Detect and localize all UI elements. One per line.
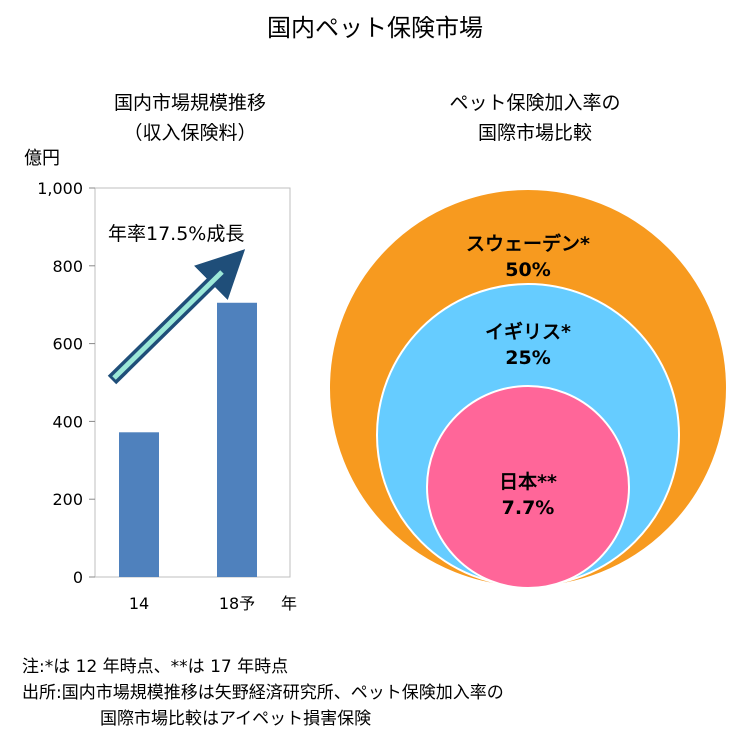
bar-chart-title: 国内市場規模推移 （収入保険料） <box>60 88 320 148</box>
x-tick-label: 14 <box>129 594 149 613</box>
y-tick-label: 600 <box>52 335 83 354</box>
circle-chart-title-line1: ペット保険加入率の <box>449 92 621 114</box>
plot-frame <box>94 187 291 578</box>
circle-country-label: スウェーデン* <box>466 232 590 255</box>
bar <box>119 432 159 577</box>
circle-chart-title: ペット保険加入率の 国際市場比較 <box>385 88 685 148</box>
x-tick-label: 18予 <box>219 594 255 613</box>
y-tick-label: 800 <box>52 257 83 276</box>
y-tick-label: 0 <box>73 568 83 587</box>
circle-country-label: イギリス* <box>485 321 571 343</box>
x-axis-unit: 年 <box>281 594 297 613</box>
circle-chart: スウェーデン* 50% イギリス* 25% 日本** 7.7% <box>328 188 728 589</box>
page-title: 国内ペット保険市場 <box>267 14 483 42</box>
circle-chart-title-line2: 国際市場比較 <box>477 122 592 144</box>
circle-country-label: 日本** <box>499 470 557 493</box>
rate-circle <box>426 385 630 589</box>
circle-value-label: 50% <box>505 259 550 281</box>
growth-arrow-highlight <box>112 270 224 380</box>
y-axis-unit: 億円 <box>24 148 60 169</box>
y-tick-label: 400 <box>52 412 83 431</box>
circle-value-label: 25% <box>505 347 550 369</box>
y-tick-label: 1,000 <box>37 179 83 198</box>
bar-chart: 0 200 400 600 800 1,000 14 18予 年 年率17.5%成長 <box>37 179 297 613</box>
note-line-2: 出所:国内市場規模推移は矢野経済研究所、ペット保険加入率の <box>22 683 504 703</box>
growth-annotation: 年率17.5%成長 <box>108 223 244 245</box>
circle-value-label: 7.7% <box>502 497 555 519</box>
y-tick-label: 200 <box>52 490 83 509</box>
bar-chart-title-line2: （収入保険料） <box>123 122 257 144</box>
bar-chart-title-line1: 国内市場規模推移 <box>113 92 266 114</box>
bar <box>217 302 257 577</box>
note-line-3: 国際市場比較はアイペット損害保険 <box>100 709 372 729</box>
notes: 注:*は 12 年時点、**は 17 年時点 出所:国内市場規模推移は矢野経済研… <box>22 654 504 732</box>
note-line-1: 注:*は 12 年時点、**は 17 年時点 <box>22 657 289 677</box>
